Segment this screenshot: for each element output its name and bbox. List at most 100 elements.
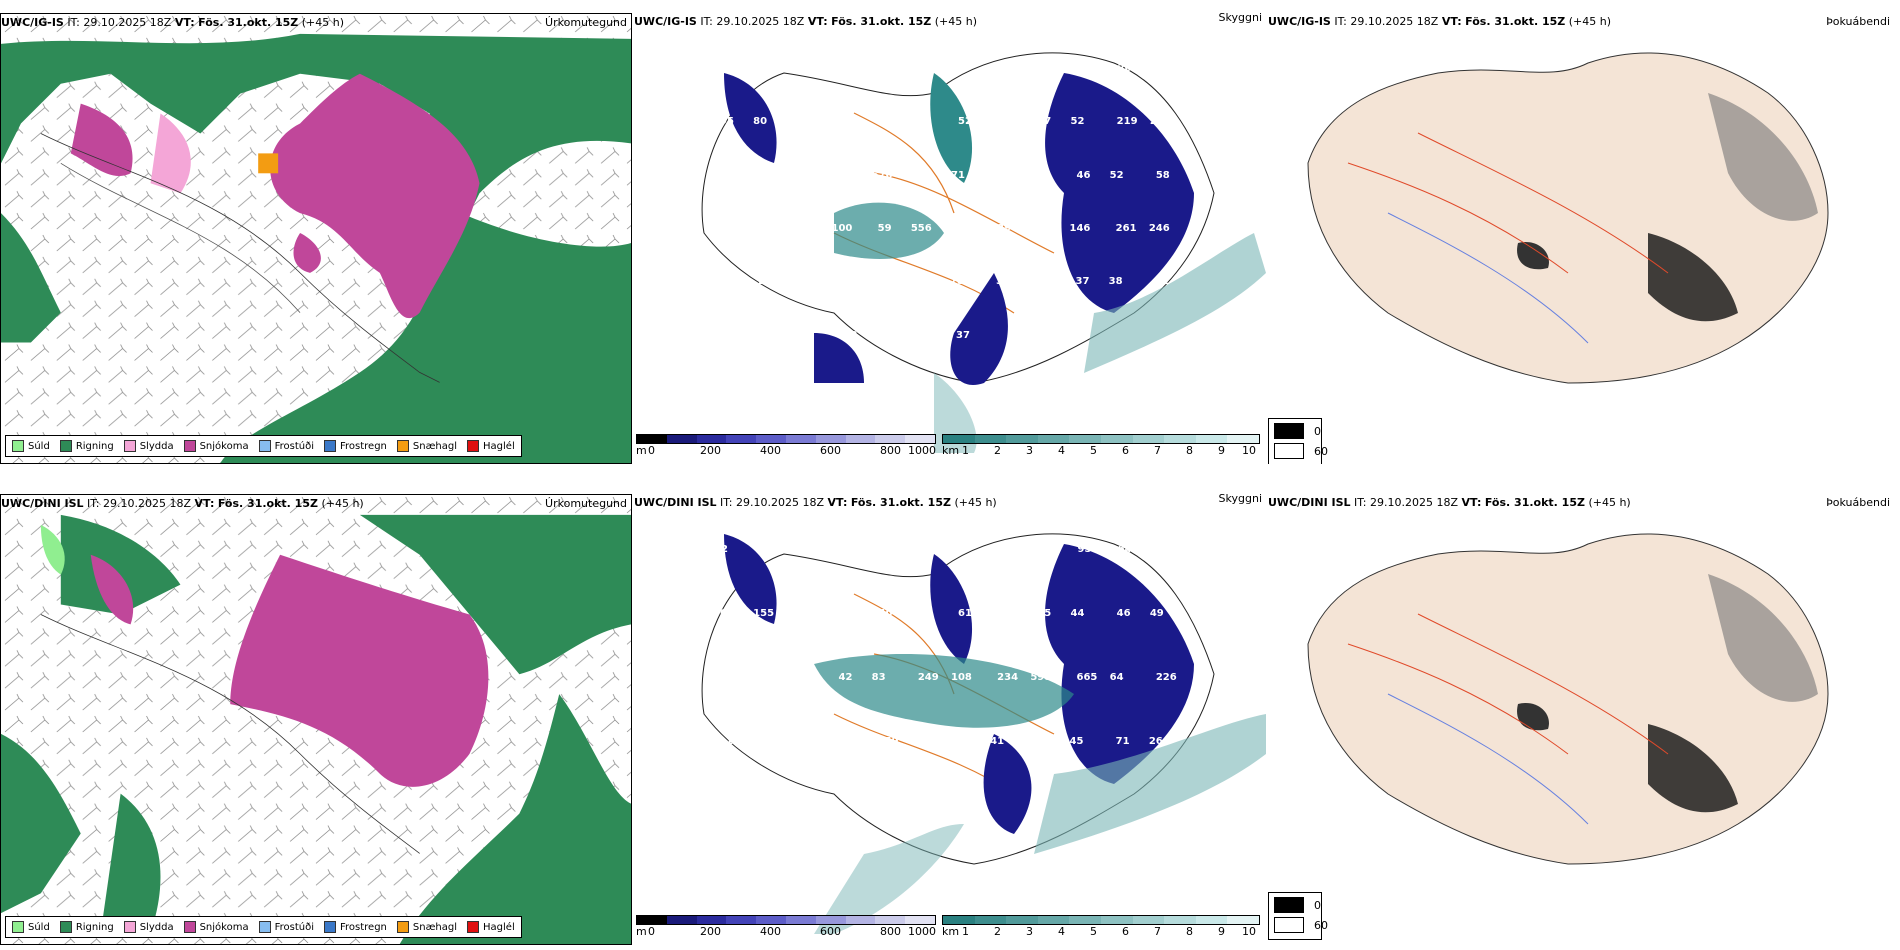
ceiling-label: 63 <box>991 116 1006 128</box>
precip-map-top <box>1 14 631 463</box>
legend-swatch <box>183 440 196 452</box>
legend-swatch <box>59 440 72 452</box>
ceiling-label: 150 <box>998 544 1020 555</box>
ceiling-label: 44 <box>1070 608 1085 619</box>
visibility-scale-ticks: km 1 2 3 4 5 6 7 8 9 10 <box>942 925 1256 938</box>
legend-item: Súld <box>12 440 50 452</box>
panel-header: UWC/IG-IS IT: 29.10.2025 18Z VT: Fös. 31… <box>1 16 345 29</box>
ceiling-label: 146 <box>1069 223 1091 234</box>
legend-swatch <box>467 921 480 933</box>
ceiling-label: 69 <box>872 63 887 74</box>
ceiling-label: 84 <box>1156 63 1171 74</box>
ceiling-label: 42 <box>957 736 971 747</box>
legend-item: Snæhagl <box>396 921 457 933</box>
legend-item: Snæhagl <box>396 440 457 452</box>
ceiling-label: 49 <box>1149 608 1164 619</box>
ceiling-label: 42 <box>909 329 924 341</box>
fog-legend-dark: 0 <box>1274 897 1321 913</box>
legend-item: Frostregn <box>324 921 387 933</box>
ceiling-label: 240 <box>832 608 854 619</box>
ceiling-label: 48 <box>765 223 780 234</box>
fog-panel-bottom: UWC/DINI ISL IT: 29.10.2025 18Z VT: Fös.… <box>1268 494 1900 945</box>
fog-legend-bottom: 0 60 <box>1268 892 1328 940</box>
ceiling-label: 226 <box>1155 672 1177 683</box>
ceiling-label: 56 <box>1077 63 1092 74</box>
ceiling-label: 38 <box>1108 276 1123 288</box>
ceiling-label: 196 <box>1036 223 1058 234</box>
legend-swatch <box>12 440 24 452</box>
legend-swatch <box>396 440 409 452</box>
ceiling-label: 47 <box>998 63 1013 74</box>
ceiling-label: 52 <box>714 544 728 555</box>
ceiling-label: 665 <box>1076 672 1098 683</box>
ceiling-label: 26 <box>1148 736 1163 747</box>
ceiling-label: 61 <box>958 608 972 619</box>
ceiling-label: 22 <box>843 329 858 341</box>
ceiling-label: 31 <box>804 276 819 288</box>
legend-item: Haglél <box>467 440 515 452</box>
ceiling-label: 110 <box>726 169 747 181</box>
height-scale-top: m 0 200 400 600 800 1000 <box>636 434 936 458</box>
ceiling-label: 95 <box>1077 544 1092 555</box>
ceiling-label: 556 <box>910 223 932 234</box>
ceiling-label: 33 <box>797 329 812 341</box>
height-colorbar <box>636 434 936 444</box>
ceiling-label: 47 <box>726 672 740 683</box>
legend-swatch <box>324 921 336 933</box>
fog-map-top <box>1307 52 1829 384</box>
panel-type-label: Úrkomutegund <box>545 497 627 510</box>
ceiling-label: 45 <box>1069 736 1084 747</box>
ceiling-label: 150 <box>1036 736 1058 747</box>
ceiling-label: 120 <box>1110 63 1132 74</box>
ceiling-label: 95 <box>720 116 734 128</box>
ceiling-label: 58 <box>1155 169 1170 181</box>
ceiling-label: 35 <box>996 276 1011 288</box>
ceiling-label: 51 <box>991 608 1006 619</box>
ceiling-label: 59 <box>838 169 853 181</box>
ceiling-label: 79 <box>917 169 932 181</box>
ceiling-label: 31 <box>1154 276 1169 288</box>
precip-legend: Súld Rigning Slydda Snjókoma Frostúði Fr… <box>5 916 522 938</box>
ceiling-label: 219 <box>1116 116 1138 128</box>
ceiling-label: 259 <box>877 736 899 747</box>
legend-swatch <box>59 921 72 933</box>
ceiling-label: 44 <box>719 223 733 234</box>
ceiling-label: 56 <box>870 276 885 288</box>
ceiling-label: 598 <box>1030 672 1052 683</box>
precip-map-bottom <box>1 495 631 944</box>
ceiling-label: 570 <box>871 169 893 181</box>
ceiling-label: 261 <box>1115 223 1137 234</box>
ceiling-label: 53 <box>793 544 808 555</box>
legend-swatch <box>258 440 271 452</box>
ceiling-label: 89 <box>878 116 893 128</box>
ceiling-label: 40 <box>878 608 893 619</box>
legend-swatch <box>123 921 136 933</box>
ceiling-label: 53 <box>759 672 774 683</box>
ceiling-label: 37 <box>918 63 933 74</box>
ceiling-label: 70 <box>760 544 775 555</box>
ceiling-label: 37 <box>956 329 970 341</box>
ceiling-label: 54 <box>839 63 854 74</box>
ceiling-label: 51 <box>792 672 807 683</box>
panel-header: UWC/IG-IS IT: 29.10.2025 18Z VT: Fös. 31… <box>634 15 978 28</box>
ceiling-label: 107 <box>765 736 787 747</box>
height-scale-ticks: m 0 200 400 600 800 1000 <box>636 444 936 457</box>
panel-type-label: Þokuábendi <box>1826 496 1890 509</box>
visibility-map-top <box>701 52 1266 453</box>
ceiling-label: 59 <box>877 223 892 234</box>
panel-header: UWC/DINI ISL IT: 29.10.2025 18Z VT: Fös.… <box>1268 496 1631 509</box>
fog-legend-top: 0 60 <box>1268 418 1328 464</box>
ceiling-label: 298 <box>792 169 814 181</box>
ceiling-label: 80 <box>753 116 768 128</box>
fog-panel-top: UWC/IG-IS IT: 29.10.2025 18Z VT: Fös. 31… <box>1268 13 1900 464</box>
panel-type-label: Þokuábendi <box>1826 15 1890 28</box>
ceiling-label: 75 <box>1030 169 1045 181</box>
ceiling-label: 71 <box>1115 736 1130 747</box>
visibility-scale-top: km 1 2 3 4 5 6 7 8 9 10 <box>942 434 1260 458</box>
ceiling-label: 78 <box>950 276 964 288</box>
model-name: UWC/DINI ISL <box>1268 496 1351 509</box>
legend-item: Snjókoma <box>183 440 249 452</box>
ceiling-label: 124 <box>1031 63 1053 74</box>
ceiling-label: 64 <box>1109 672 1124 683</box>
ceiling-label: 46 <box>1116 608 1131 619</box>
